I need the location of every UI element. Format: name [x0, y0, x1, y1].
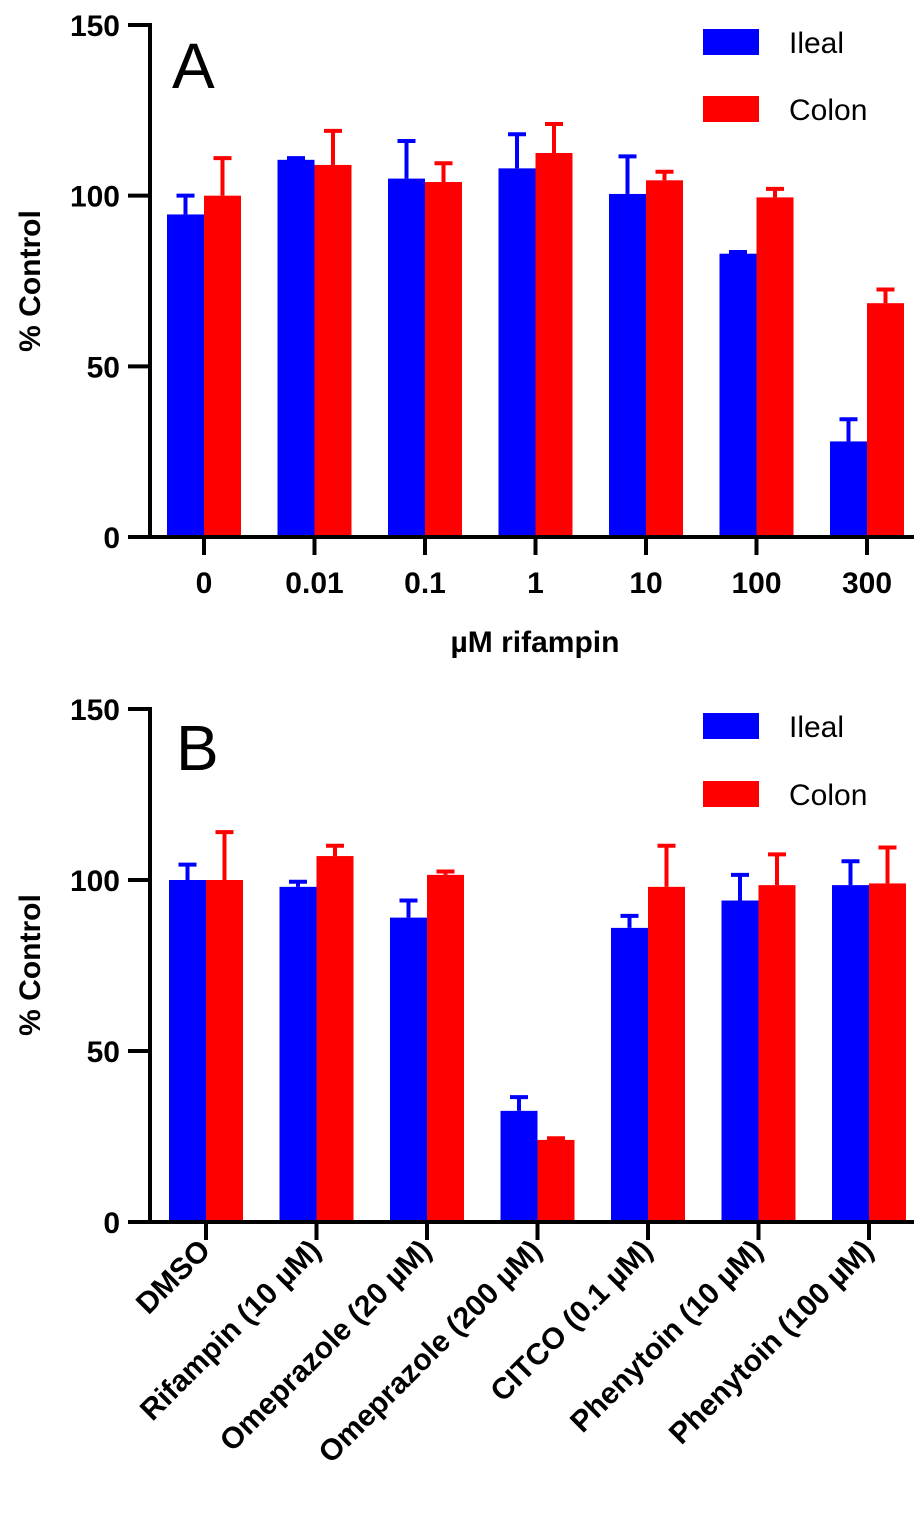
bar-ileal-1 — [279, 886, 317, 1222]
x-tick-label: Phenytoin (10 µM) — [564, 1234, 769, 1439]
legend-label-colon: Colon — [789, 94, 867, 127]
bar-colon-1 — [314, 164, 352, 538]
bar-colon-0 — [204, 195, 241, 537]
x-tick-label: Phenytoin (100 µM) — [663, 1234, 880, 1451]
bar-ileal-5 — [719, 253, 757, 537]
bar-colon-5 — [758, 885, 796, 1222]
y-tick-label: 0 — [103, 1207, 120, 1240]
x-tick-label: Omeprazole (20 µM) — [214, 1234, 438, 1458]
bar-colon-0 — [206, 880, 243, 1222]
bar-ileal-6 — [830, 441, 867, 537]
bar-colon-6 — [867, 303, 904, 537]
legend-swatch-ileal — [703, 713, 759, 739]
bar-ileal-2 — [390, 917, 427, 1222]
legend-swatch-ileal — [703, 29, 759, 55]
y-axis-title: % Control — [14, 894, 47, 1036]
bar-ileal-6 — [832, 885, 869, 1222]
bar-ileal-1 — [277, 159, 315, 537]
bar-ileal-0 — [169, 880, 206, 1222]
bar-colon-4 — [648, 886, 685, 1222]
bar-ileal-2 — [388, 178, 425, 537]
bar-ileal-4 — [611, 927, 648, 1222]
legend-label-ileal: Ileal — [789, 711, 844, 744]
bar-ileal-0 — [167, 214, 204, 537]
y-tick-label: 50 — [87, 351, 120, 384]
y-tick-label: 50 — [87, 1036, 120, 1069]
x-tick-label: 0 — [196, 567, 213, 600]
x-tick-label: DMSO — [130, 1234, 217, 1321]
legend-label-ileal: Ileal — [789, 27, 844, 60]
x-tick-label: 0.1 — [404, 567, 446, 600]
bar-colon-3 — [535, 153, 573, 537]
bar-ileal-3 — [498, 168, 536, 538]
legend-swatch-colon — [703, 96, 759, 122]
bar-ileal-5 — [721, 900, 759, 1222]
y-tick-label: 150 — [70, 694, 120, 727]
x-tick-label: Rifampin (10 µM) — [134, 1234, 327, 1427]
bar-ileal-4 — [609, 193, 646, 537]
legend-swatch-colon — [703, 781, 759, 807]
y-tick-label: 150 — [70, 10, 120, 43]
bar-colon-2 — [427, 874, 464, 1222]
y-tick-label: 100 — [70, 181, 120, 214]
x-tick-label: 1 — [527, 567, 544, 600]
legend-label-colon: Colon — [789, 779, 867, 812]
bar-colon-2 — [425, 182, 462, 537]
bar-colon-3 — [537, 1139, 575, 1222]
x-tick-label: 300 — [842, 567, 892, 600]
bar-colon-1 — [316, 856, 354, 1222]
x-tick-label: Omeprazole (200 µM) — [312, 1234, 548, 1470]
chart-panel-a: 0 50 100 150 0 0.01 0.1 1 10 100 300 % Control µM ri… — [14, 10, 914, 659]
panel-label: B — [176, 712, 219, 784]
x-tick-label: 100 — [731, 567, 781, 600]
y-tick-label: 100 — [70, 865, 120, 898]
y-tick-label: 0 — [103, 522, 120, 555]
x-tick-label: 10 — [629, 567, 662, 600]
bar-colon-5 — [756, 197, 794, 537]
bar-colon-4 — [646, 180, 683, 537]
x-tick-label: 0.01 — [285, 567, 343, 600]
y-axis-title: % Control — [14, 210, 47, 352]
bar-ileal-3 — [500, 1110, 538, 1222]
panel-label: A — [172, 30, 215, 102]
x-axis-title: µM rifampin — [451, 626, 620, 659]
bar-colon-6 — [869, 883, 906, 1222]
